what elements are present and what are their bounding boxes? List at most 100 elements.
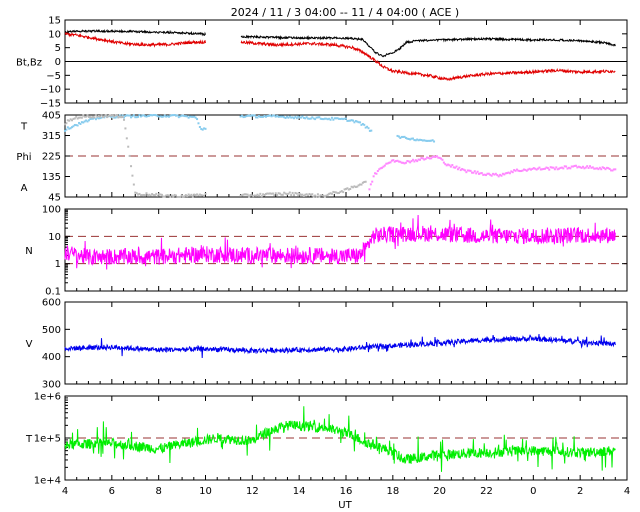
data-point [89, 118, 92, 121]
data-point [458, 166, 461, 169]
data-point [319, 194, 322, 197]
data-point [414, 139, 417, 142]
data-point [158, 193, 161, 196]
data-point [463, 169, 466, 172]
data-point [243, 115, 246, 118]
panel-frame [64, 301, 628, 385]
data-point [287, 116, 290, 119]
data-point [345, 187, 347, 190]
data-point [534, 167, 537, 170]
data-point [456, 168, 459, 171]
data-point [295, 192, 298, 195]
data-point [198, 125, 201, 128]
data-point [94, 118, 97, 121]
data-point [173, 193, 176, 196]
data-point [470, 171, 473, 174]
data-point [144, 194, 147, 197]
data-point [103, 115, 106, 118]
data-point [68, 127, 71, 130]
data-point [404, 161, 407, 164]
data-point [594, 167, 597, 170]
data-point [403, 162, 406, 165]
data-point [180, 114, 183, 117]
panel-density: 100 10 1 0.1 N [25, 205, 628, 298]
data-point [532, 167, 535, 170]
data-point [598, 166, 601, 169]
data-point [501, 172, 504, 175]
data-point [360, 183, 363, 186]
y-tick-label: 315 [42, 131, 61, 142]
data-point [605, 166, 608, 169]
y-tick-label: 300 [42, 380, 61, 391]
data-point [245, 193, 248, 196]
data-point [586, 165, 589, 168]
data-point [163, 195, 166, 198]
data-point [69, 127, 72, 130]
data-point [494, 172, 497, 175]
data-point [281, 115, 284, 118]
data-point [193, 193, 196, 196]
data-point [182, 196, 185, 198]
data-point [461, 168, 464, 171]
data-point [269, 192, 272, 195]
data-point [128, 154, 131, 157]
data-point [552, 166, 555, 169]
data-point [163, 114, 166, 117]
data-point [518, 170, 521, 173]
data-point [80, 121, 83, 124]
data-point [359, 121, 362, 124]
data-point [167, 115, 170, 118]
data-point [148, 114, 151, 117]
data-point [145, 115, 148, 118]
data-point [241, 114, 244, 117]
data-point [340, 117, 343, 120]
y-axis-label: T [20, 121, 28, 132]
data-point [573, 164, 576, 167]
data-point [469, 169, 472, 172]
data-point [183, 115, 186, 118]
data-point [71, 119, 74, 122]
data-point [438, 156, 441, 159]
data-point [271, 192, 274, 195]
data-point [250, 114, 253, 117]
data-point [124, 127, 127, 130]
data-point [290, 116, 293, 119]
data-point [396, 134, 399, 137]
data-point [304, 117, 307, 120]
data-point [85, 115, 88, 118]
data-point [321, 118, 324, 121]
data-point [269, 114, 272, 117]
data-point [560, 166, 563, 169]
data-point [312, 195, 315, 198]
data-point [448, 164, 451, 167]
data-point [431, 139, 434, 142]
data-point [93, 116, 96, 119]
data-point [476, 170, 479, 173]
data-point [359, 183, 362, 186]
data-point [82, 121, 85, 124]
data-point [434, 156, 437, 159]
x-tick-label: 16 [340, 486, 353, 497]
data-point [426, 156, 429, 159]
data-point [160, 115, 163, 118]
data-point [342, 118, 345, 121]
data-point [280, 115, 283, 118]
y-tick-label: 15 [48, 16, 61, 27]
data-point [294, 191, 297, 194]
data-point [291, 191, 294, 194]
data-point [372, 175, 375, 178]
data-point [388, 161, 391, 164]
data-point [382, 165, 385, 168]
data-point [165, 194, 168, 197]
data-point [465, 171, 468, 174]
data-point [271, 114, 274, 117]
data-point [159, 115, 162, 118]
data-point [368, 129, 371, 132]
data-point [113, 116, 116, 119]
data-point [110, 116, 113, 119]
data-point [298, 116, 301, 119]
data-point [108, 114, 111, 117]
data-point [191, 115, 194, 118]
data-point [75, 115, 78, 118]
